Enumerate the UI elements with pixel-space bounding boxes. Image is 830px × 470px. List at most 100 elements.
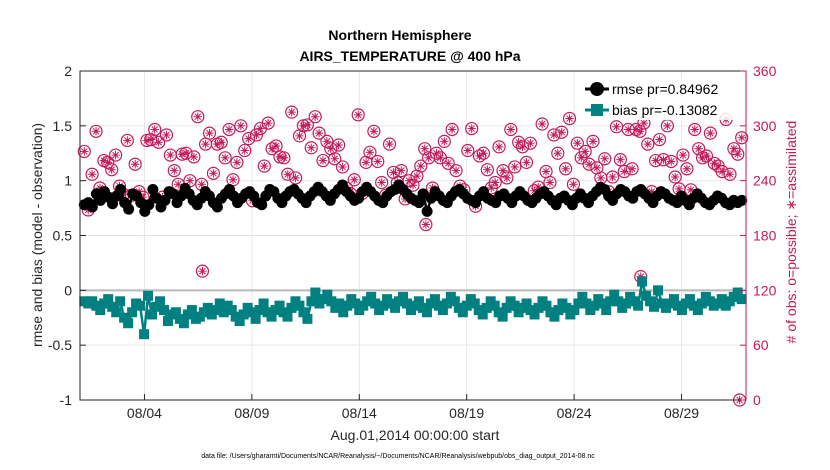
right-tick-label: 0 <box>753 392 761 408</box>
bias-point <box>147 309 158 320</box>
assimilated-stroke <box>640 119 648 127</box>
bias-point <box>378 300 389 311</box>
right-tick-label: 300 <box>753 118 777 134</box>
assimilated-point <box>150 125 159 134</box>
bias-point <box>158 305 169 316</box>
possible-point <box>559 162 573 176</box>
possible-point <box>85 167 99 181</box>
possible-point <box>555 125 569 139</box>
assimilated-point <box>440 137 449 146</box>
assimilated-stroke <box>703 152 710 160</box>
possible-point <box>523 136 537 150</box>
possible-point <box>101 155 115 169</box>
assimilated-point <box>314 128 324 138</box>
possible-point <box>300 118 314 132</box>
assimilated-point <box>483 165 492 174</box>
possible-point <box>480 163 494 177</box>
assimilated-stroke <box>199 267 206 275</box>
assimilated-stroke <box>527 139 534 147</box>
assimilated-stroke <box>210 170 217 177</box>
possible-point <box>363 145 377 159</box>
left-tick-label: 1.5 <box>53 118 73 134</box>
assimilated-stroke <box>194 113 202 121</box>
possible-point <box>476 146 491 160</box>
bias-point <box>338 307 349 318</box>
assimilated-stroke <box>237 122 245 130</box>
x-tick-label: 08/14 <box>342 405 377 421</box>
assimilated-stroke <box>217 138 225 146</box>
bias-point <box>609 289 620 300</box>
footnote: data file: /Users/gharamti/Documents/NCA… <box>201 453 595 460</box>
assimilated-point <box>201 139 210 149</box>
assimilated-point <box>170 166 179 175</box>
assimilated-stroke <box>131 160 139 168</box>
assimilated-point <box>502 173 512 183</box>
bias-point <box>123 318 134 329</box>
assimilated-stroke <box>581 148 589 155</box>
assimilated-point <box>130 160 140 169</box>
bias-point <box>684 294 695 305</box>
right-tick-label: 360 <box>753 63 777 79</box>
rmse-point <box>417 188 429 200</box>
possible-point <box>406 178 420 192</box>
assimilated-stroke <box>417 162 425 170</box>
assimilated-point <box>236 121 246 131</box>
possible-point <box>89 124 103 138</box>
assimilated-stroke <box>112 151 119 159</box>
assimilated-point <box>217 138 226 147</box>
assimilated-stroke <box>589 138 597 145</box>
possible-point <box>167 164 181 178</box>
assimilated-point <box>197 180 206 189</box>
legend-rmse-label: rmse pr=0.84962 <box>612 81 718 97</box>
assimilated-point <box>350 175 359 184</box>
assimilated-point <box>416 161 426 171</box>
bias-point <box>186 305 197 316</box>
bias-point <box>143 290 154 301</box>
bias-point <box>553 305 564 316</box>
x-tick-label: 08/09 <box>234 405 269 421</box>
assimilated-point <box>220 153 230 163</box>
bias-point <box>398 291 409 302</box>
possible-point <box>586 134 600 148</box>
assimilated-point <box>107 165 116 174</box>
assimilated-stroke <box>354 111 362 119</box>
bias-point <box>178 318 189 329</box>
possible-point <box>234 119 248 133</box>
bias-point <box>637 276 648 287</box>
assimilated-stroke <box>307 144 315 152</box>
bias-point <box>696 298 707 309</box>
assimilated-stroke <box>163 131 170 139</box>
possible-point <box>214 135 228 149</box>
bias-point <box>449 296 460 307</box>
assimilated-stroke <box>440 138 448 145</box>
bias-point <box>437 305 448 316</box>
assimilated-stroke <box>667 158 675 165</box>
possible-point <box>617 164 631 179</box>
bias-point <box>107 301 118 312</box>
assimilated-point <box>354 110 363 120</box>
bias-point <box>533 302 544 313</box>
assimilated-stroke <box>730 145 738 153</box>
assimilated-point <box>592 163 602 173</box>
possible-point <box>461 143 475 158</box>
possible-point <box>664 154 678 169</box>
rmse-point <box>147 183 159 195</box>
assimilated-point <box>295 131 304 141</box>
possible-point <box>731 147 745 161</box>
assimilated-point <box>193 112 202 121</box>
assimilated-stroke <box>566 115 573 122</box>
bias-point <box>282 311 293 322</box>
assimilated-point <box>91 127 101 136</box>
bias-point <box>692 305 703 316</box>
assimilated-point <box>256 124 265 133</box>
assimilated-stroke <box>88 170 96 178</box>
assimilated-stroke <box>738 134 746 142</box>
assimilated-point <box>663 121 672 131</box>
assimilated-point <box>573 138 582 148</box>
bias-point <box>573 298 584 309</box>
assimilated-stroke <box>339 163 346 171</box>
left-tick-label: 0.5 <box>53 228 73 244</box>
assimilated-point <box>228 175 238 184</box>
assimilated-stroke <box>272 142 280 150</box>
